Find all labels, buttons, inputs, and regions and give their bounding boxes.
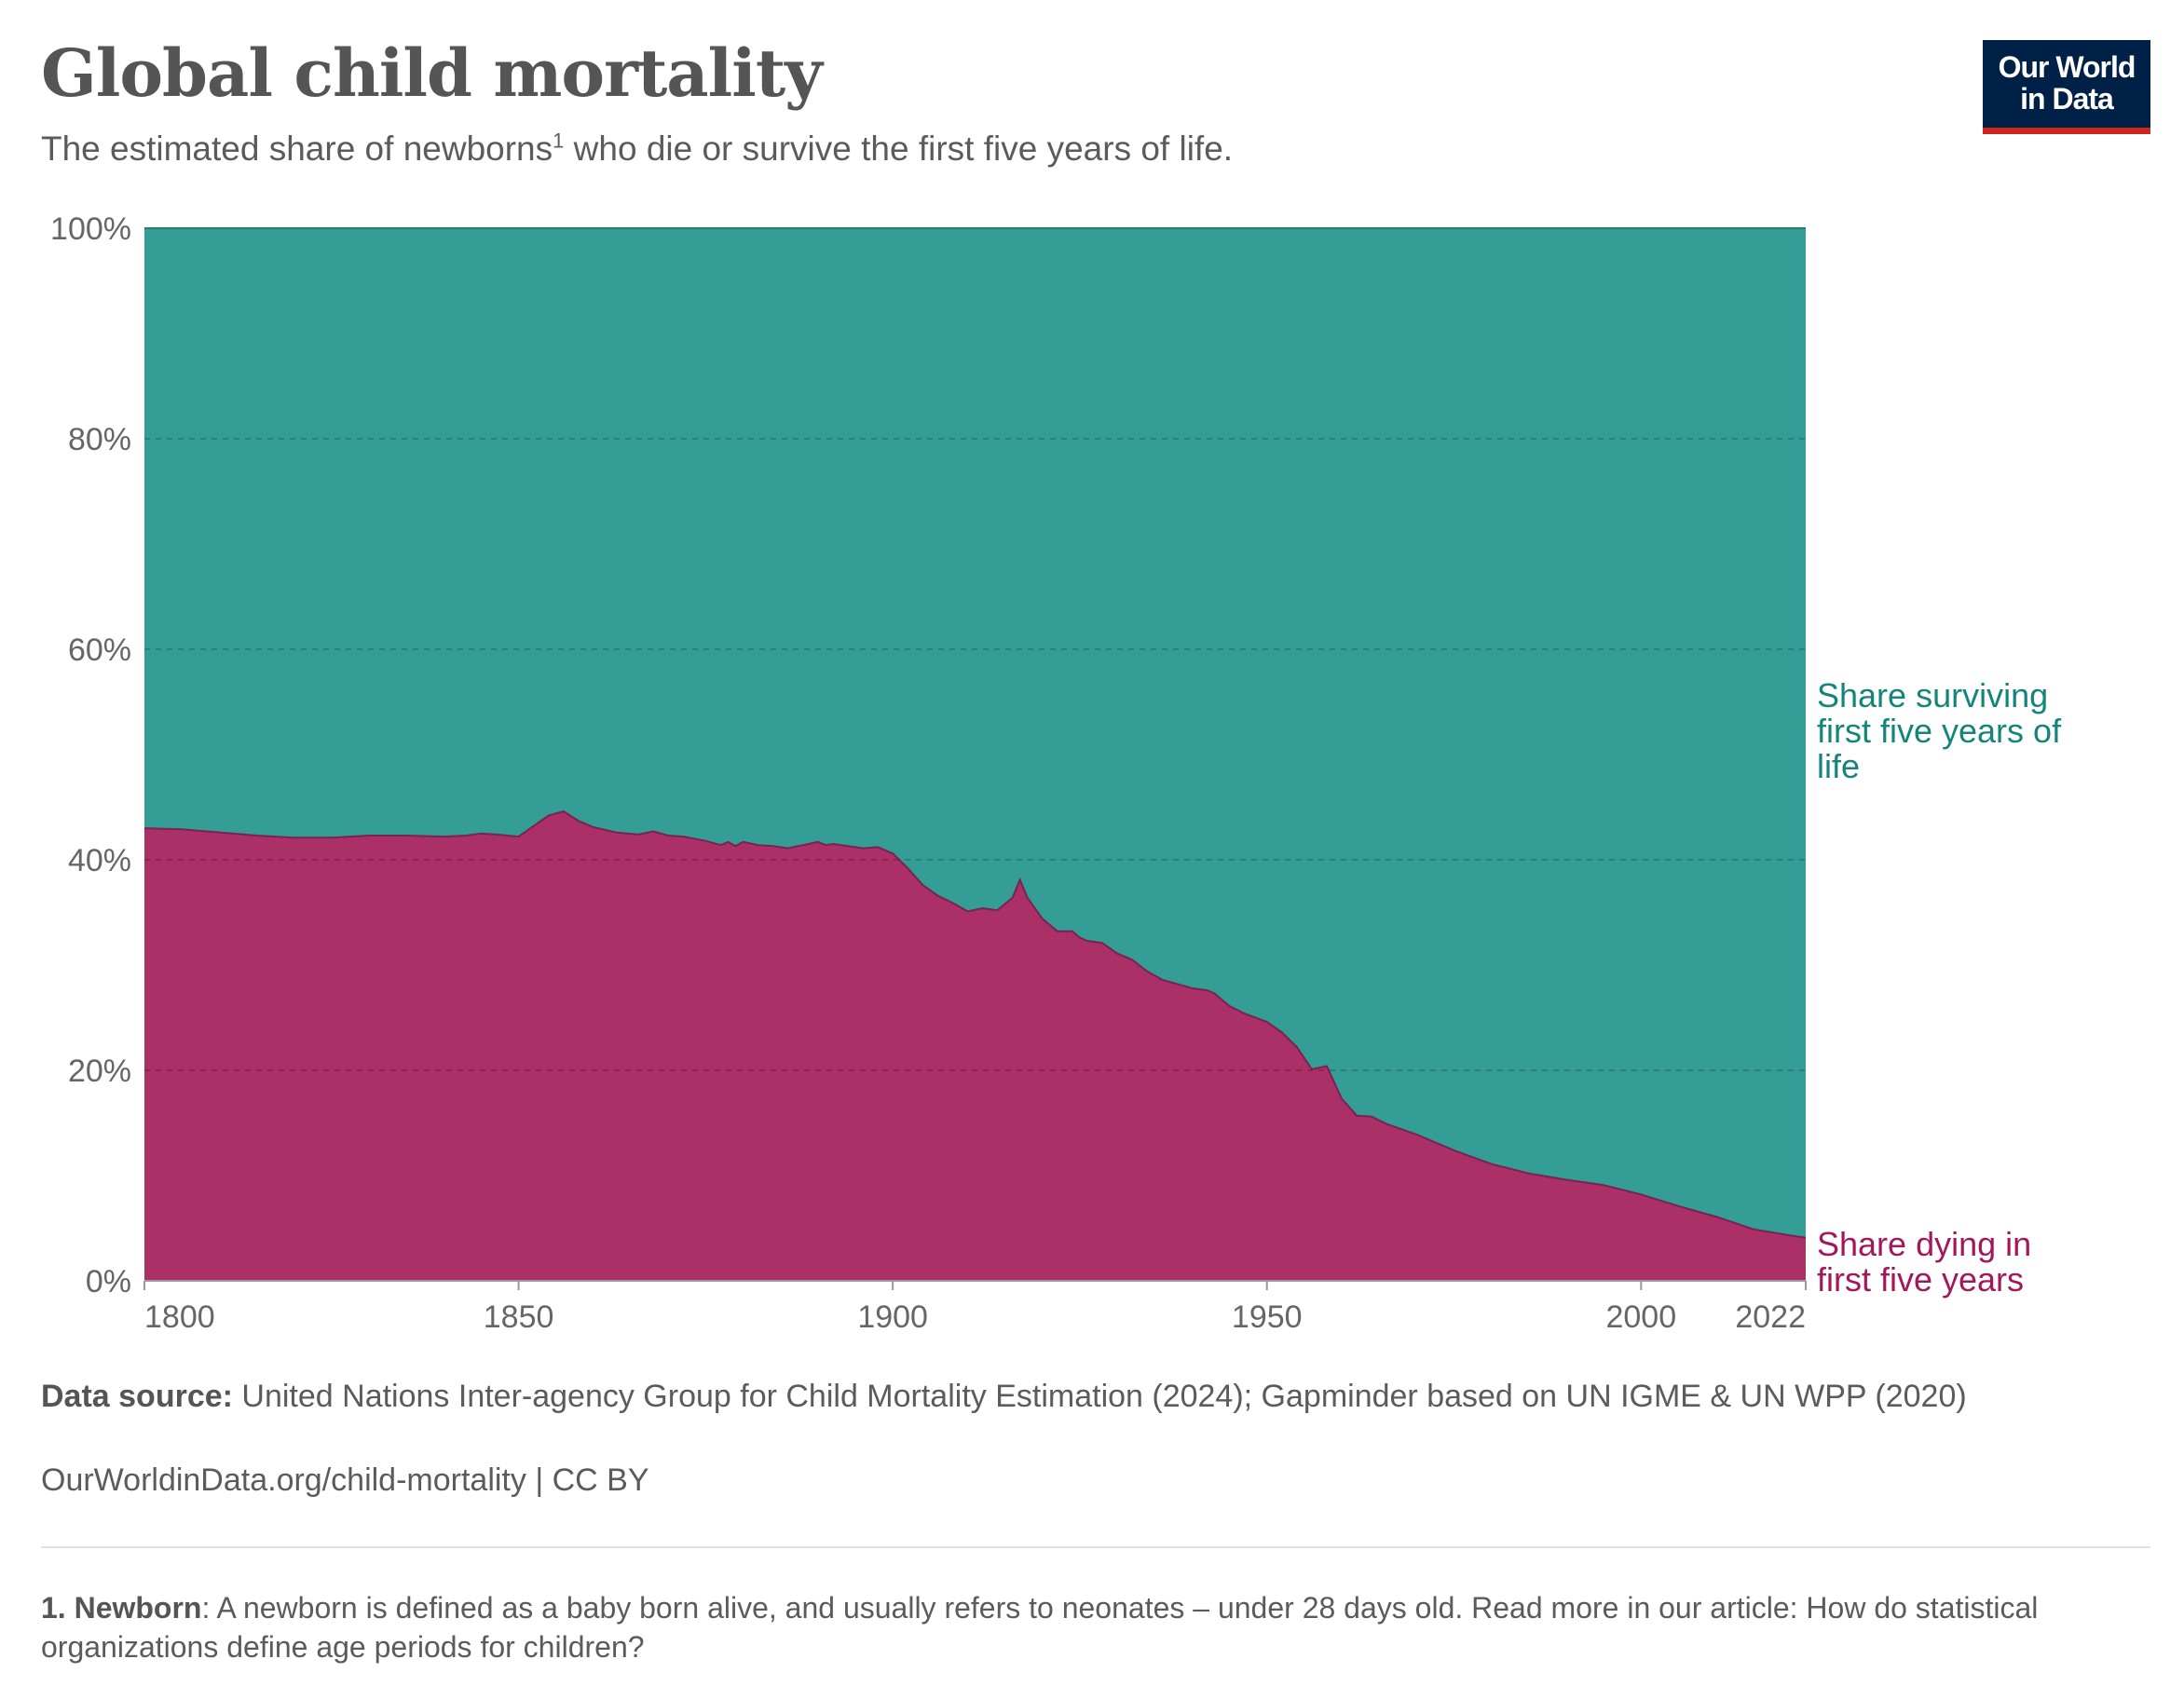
x-tick-label: 1850 [484, 1299, 554, 1335]
footer-divider [41, 1546, 2150, 1548]
label-dying[interactable]: Share dying in first five years [1817, 1225, 2031, 1299]
chart-gridlines [144, 438, 1806, 1071]
data-source: Data source: United Nations Inter-agency… [41, 1374, 2128, 1419]
label-surviving-line: life [1817, 747, 1860, 785]
subtitle-text-start: The estimated share of newborns [41, 129, 553, 168]
data-source-text[interactable]: United Nations Inter-agency Group for Ch… [232, 1379, 1967, 1414]
y-tick-label: 40% [68, 843, 131, 878]
logo-text: Our World in Data [1999, 52, 2136, 115]
chart-title: Global child mortality [41, 34, 823, 112]
y-tick-label: 100% [50, 211, 131, 247]
series-line-dying [143, 809, 1807, 1239]
data-source-label: Data source: [41, 1379, 233, 1414]
chart-areas [143, 227, 1807, 1281]
x-tick-label: 1900 [857, 1299, 928, 1335]
logo-line-1: Our World [1998, 50, 2136, 85]
stacked-area-chart[interactable]: 0% 20% 40% 60% 80% 100% 1800 1850 1900 1950 2000 2… [0, 196, 2184, 1360]
footnote-text: : A newborn is defined as a baby born al… [41, 1591, 2039, 1664]
chart-url[interactable]: OurWorldinData.org/child-mortality | CC … [41, 1462, 649, 1498]
x-tick-label: 2022 [1735, 1299, 1806, 1335]
y-tick-label: 80% [68, 422, 131, 457]
x-tick-label: 1950 [1232, 1299, 1303, 1335]
footnote-label: 1. Newborn [41, 1591, 202, 1625]
x-tick-label: 2000 [1605, 1299, 1676, 1335]
label-dying-line: first five years [1817, 1260, 2024, 1299]
series-labels: Share surviving first five years of lifeSh… [1817, 676, 2062, 1299]
y-tick-label: 20% [68, 1054, 131, 1089]
label-surviving[interactable]: Share surviving first five years of life [1817, 676, 2062, 785]
y-tick-label: 60% [68, 632, 131, 668]
chart-subtitle: The estimated share of newborns1 who die… [41, 129, 1233, 170]
x-tick-label: 1800 [144, 1299, 215, 1335]
label-dying-line: Share dying in [1817, 1225, 2031, 1263]
footnote: 1. Newborn: A newborn is defined as a ba… [41, 1588, 2119, 1666]
y-tick-label: 0% [86, 1264, 131, 1299]
label-surviving-line: first five years of [1817, 712, 2062, 750]
owid-logo[interactable]: Our World in Data [1983, 40, 2150, 134]
y-axis: 0% 20% 40% 60% 80% 100% [50, 211, 131, 1299]
label-surviving-line: Share surviving [1817, 676, 2048, 714]
subtitle-text-end: who die or survive the first five years … [564, 129, 1234, 168]
footnote-marker[interactable]: 1 [553, 129, 565, 153]
area-surviving[interactable] [144, 228, 1806, 1238]
x-axis: 1800 1850 1900 1950 2000 2022 [143, 1280, 1807, 1335]
logo-line-2: in Data [2020, 82, 2114, 116]
area-dying[interactable] [144, 811, 1806, 1281]
